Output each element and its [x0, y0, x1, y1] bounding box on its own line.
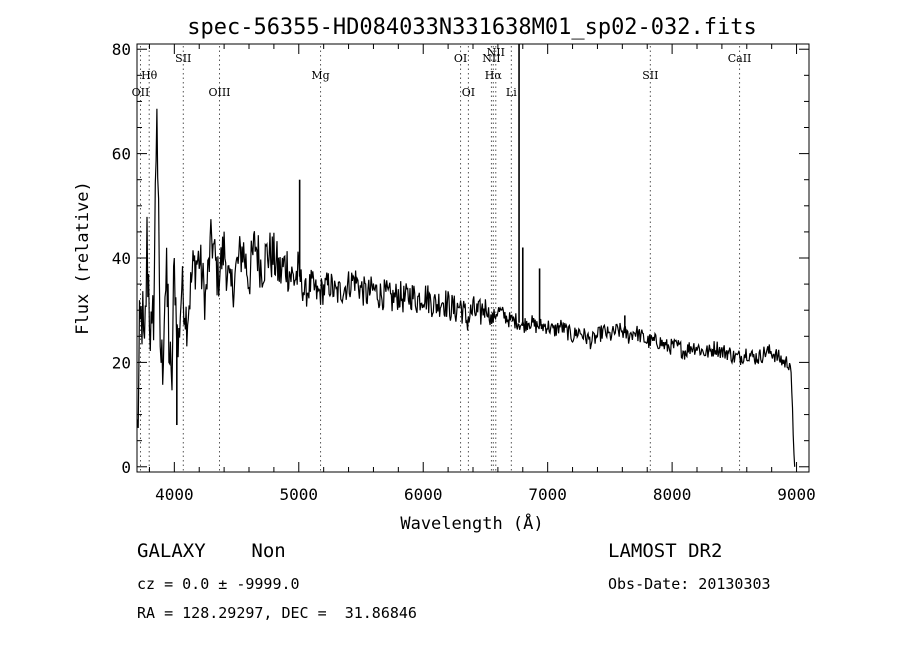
chart-title: spec-56355-HD084033N331638M01_sp02-032.f… [187, 15, 757, 40]
ra-dec: RA = 128.29297, DEC = 31.86846 [137, 604, 417, 622]
spectrum-line [137, 108, 796, 467]
y-tick-label: 20 [112, 353, 131, 372]
line-marker-label: Hα [485, 69, 503, 82]
line-marker-label: Mg [311, 69, 329, 82]
object-class: GALAXY Non [137, 540, 286, 562]
x-tick-label: 5000 [280, 485, 319, 504]
line-marker-label: Hθ [141, 69, 158, 82]
emission-spikes [176, 44, 626, 426]
y-tick-label: 40 [112, 249, 131, 268]
line-marker-label: NII [487, 46, 505, 59]
x-tick-label: 9000 [777, 485, 816, 504]
line-marker-label: OII [132, 86, 150, 99]
line-marker-label: OIII [208, 86, 230, 99]
y-tick-label: 60 [112, 145, 131, 164]
line-marker-label: SII [175, 52, 191, 65]
y-tick-label: 80 [112, 40, 131, 59]
line-marker-label: Li [506, 86, 517, 99]
x-tick-label: 8000 [653, 485, 692, 504]
x-tick-label: 7000 [528, 485, 567, 504]
y-tick-label: 0 [121, 458, 131, 477]
x-axis-ticks: 4000 5000 6000 7000 8000 9000 [148, 44, 816, 504]
y-axis-label: Flux (relative) [73, 181, 93, 335]
line-marker-label: OI [454, 52, 467, 65]
x-tick-label: 4000 [155, 485, 194, 504]
x-tick-label: 6000 [404, 485, 443, 504]
observation-date: Obs-Date: 20130303 [608, 575, 771, 593]
line-marker-label: CaII [728, 52, 752, 65]
x-axis-label: Wavelength (Å) [400, 512, 543, 534]
line-marker-label: SII [642, 69, 658, 82]
line-marker-label: OI [462, 86, 475, 99]
y-axis-ticks: 0 20 40 60 80 [112, 40, 809, 477]
survey-release: LAMOST DR2 [608, 540, 723, 562]
redshift-cz: cz = 0.0 ± -9999.0 [137, 575, 300, 593]
